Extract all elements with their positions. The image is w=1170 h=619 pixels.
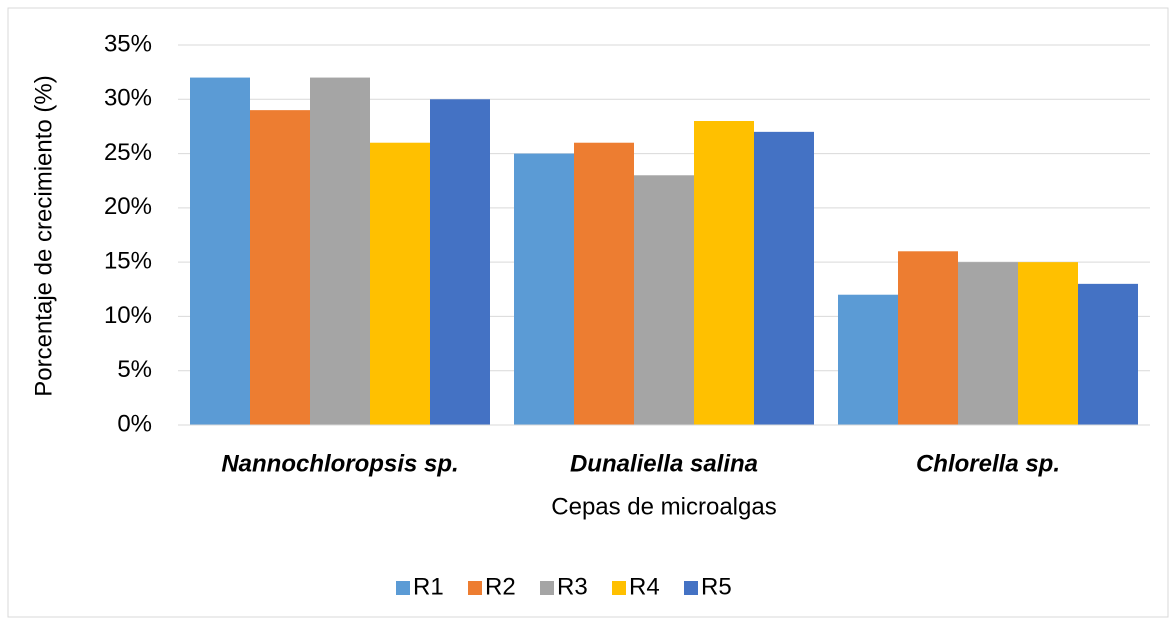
legend-label: R3	[557, 573, 588, 600]
legend-swatch	[540, 581, 554, 595]
legend-label: R4	[629, 573, 660, 600]
bar	[430, 99, 490, 426]
y-tick-label: 35%	[104, 30, 152, 57]
bar	[634, 175, 694, 425]
x-tick-label: Dunaliella salina	[570, 450, 758, 477]
y-tick-label: 10%	[104, 302, 152, 329]
bar	[310, 77, 370, 426]
bar	[958, 262, 1018, 425]
y-tick-label: 30%	[104, 85, 152, 112]
bar	[574, 142, 634, 425]
legend-swatch	[612, 581, 626, 595]
legend-label: R2	[485, 573, 516, 600]
bar	[1018, 262, 1078, 425]
bar	[1078, 283, 1138, 425]
bar	[898, 251, 958, 425]
x-axis-title: Cepas de microalgas	[551, 493, 776, 520]
bar	[514, 153, 574, 426]
bar	[754, 131, 814, 425]
legend-swatch	[468, 581, 482, 595]
legend-label: R1	[413, 573, 444, 600]
y-tick-label: 0%	[117, 410, 152, 437]
x-tick-label: Nannochloropsis sp.	[221, 450, 458, 477]
bar	[694, 121, 754, 425]
legend-label: R5	[701, 573, 732, 600]
bar	[250, 110, 310, 426]
y-tick-label: 20%	[104, 193, 152, 220]
bar	[190, 77, 250, 426]
y-axis-title: Porcentaje de crecimiento (%)	[30, 75, 57, 396]
y-tick-label: 15%	[104, 247, 152, 274]
chart-border	[7, 7, 1169, 618]
bar	[370, 142, 430, 425]
x-tick-label: Chlorella sp.	[916, 450, 1060, 477]
legend-swatch	[396, 581, 410, 595]
legend-swatch	[684, 581, 698, 595]
y-tick-label: 25%	[104, 139, 152, 166]
y-tick-label: 5%	[117, 356, 152, 383]
bar	[838, 294, 898, 425]
